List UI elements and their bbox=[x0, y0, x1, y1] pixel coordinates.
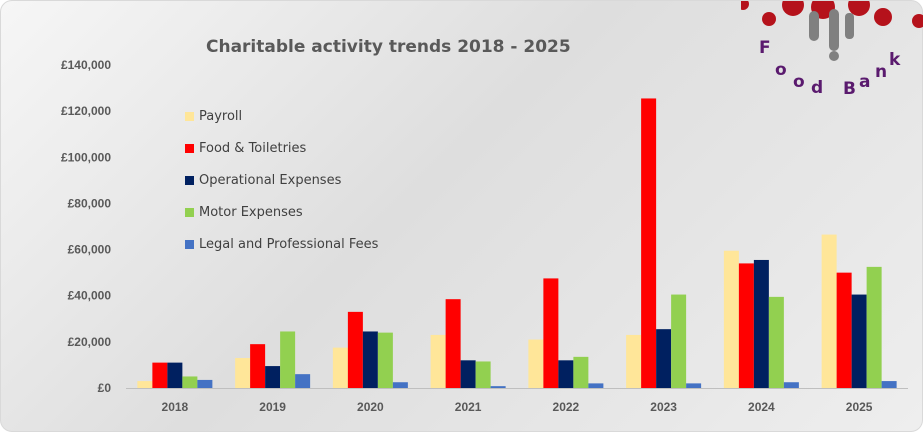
legend-swatch bbox=[185, 207, 194, 217]
x-tick-label: 2022 bbox=[553, 400, 580, 414]
x-tick-label: 2018 bbox=[162, 400, 189, 414]
legend-label: Legal and Professional Fees bbox=[199, 236, 379, 252]
x-tick-label: 2025 bbox=[846, 400, 873, 414]
y-tick-label: £60,000 bbox=[68, 243, 112, 257]
bar-operational-expenses-2020 bbox=[362, 331, 378, 388]
logo-red-dot bbox=[782, 1, 804, 16]
logo-red-dot bbox=[912, 14, 923, 28]
bar-motor-expenses-2023 bbox=[671, 294, 687, 388]
bar-operational-expenses-2022 bbox=[558, 360, 574, 388]
bar-legal-and-professional-fees-2022 bbox=[588, 383, 604, 388]
legend-swatch bbox=[185, 175, 194, 185]
bar-payroll-2024 bbox=[723, 250, 739, 388]
bar-payroll-2020 bbox=[332, 347, 348, 388]
bar-legal-and-professional-fees-2024 bbox=[783, 382, 799, 388]
bar-food-toiletries-2024 bbox=[738, 263, 754, 388]
legend-label: Food & Toiletries bbox=[199, 140, 307, 156]
bar-operational-expenses-2025 bbox=[851, 294, 867, 388]
bar-payroll-2021 bbox=[430, 334, 446, 388]
legend-swatch bbox=[185, 143, 194, 153]
legend-swatch bbox=[185, 111, 194, 121]
logo-red-dot bbox=[762, 12, 776, 26]
bar-food-toiletries-2025 bbox=[836, 272, 852, 388]
legend-item: Payroll bbox=[185, 100, 378, 132]
bar-food-toiletries-2021 bbox=[445, 299, 461, 388]
y-tick-label: £0 bbox=[98, 381, 112, 395]
bar-motor-expenses-2024 bbox=[768, 296, 784, 388]
y-tick-label: £100,000 bbox=[61, 150, 111, 164]
bar-food-toiletries-2020 bbox=[347, 311, 363, 388]
x-tick-label: 2021 bbox=[455, 400, 482, 414]
bar-legal-and-professional-fees-2021 bbox=[490, 386, 506, 388]
bar-operational-expenses-2023 bbox=[656, 329, 672, 388]
y-tick-label: £40,000 bbox=[68, 289, 112, 303]
logo-red-dot bbox=[874, 8, 892, 26]
legend-swatch bbox=[185, 239, 194, 249]
bar-motor-expenses-2018 bbox=[182, 376, 198, 388]
bar-motor-expenses-2020 bbox=[377, 332, 393, 388]
bar-motor-expenses-2022 bbox=[573, 356, 589, 388]
bar-operational-expenses-2019 bbox=[265, 366, 281, 388]
bar-operational-expenses-2021 bbox=[460, 360, 476, 388]
y-tick-label: £80,000 bbox=[68, 196, 112, 210]
bar-payroll-2025 bbox=[821, 234, 837, 388]
bar-legal-and-professional-fees-2020 bbox=[392, 382, 408, 388]
bar-motor-expenses-2021 bbox=[475, 361, 491, 388]
legend-item: Food & Toiletries bbox=[185, 132, 378, 164]
bar-food-toiletries-2023 bbox=[641, 98, 657, 388]
y-axis: £0 £20,000 £40,000 £60,000 £80,000 £100,000 £1… bbox=[61, 58, 908, 395]
logo-red-dot bbox=[848, 1, 870, 16]
logo-red-dot bbox=[741, 1, 749, 10]
x-tick-label: 2019 bbox=[259, 400, 286, 414]
x-tick-label: 2020 bbox=[357, 400, 384, 414]
x-tick-label: 2024 bbox=[748, 400, 775, 414]
bar-motor-expenses-2025 bbox=[866, 266, 882, 388]
legend-label: Payroll bbox=[199, 108, 243, 124]
bar-legal-and-professional-fees-2023 bbox=[686, 383, 702, 388]
bar-legal-and-professional-fees-2025 bbox=[881, 381, 897, 388]
legend-label: Operational Expenses bbox=[199, 172, 342, 188]
bar-payroll-2023 bbox=[626, 334, 642, 388]
bar-payroll-2019 bbox=[235, 358, 251, 388]
legend-item: Legal and Professional Fees bbox=[185, 228, 378, 260]
bar-operational-expenses-2024 bbox=[753, 259, 769, 388]
chart-legend: Payroll Food & Toiletries Operational Expe… bbox=[185, 100, 378, 260]
y-tick-label: £120,000 bbox=[61, 104, 111, 118]
bar-payroll-2022 bbox=[528, 339, 544, 388]
x-tick-label: 2023 bbox=[650, 400, 677, 414]
bars-group bbox=[137, 98, 897, 388]
y-tick-label: £140,000 bbox=[61, 58, 111, 72]
bar-food-toiletries-2018 bbox=[152, 362, 168, 388]
bar-motor-expenses-2019 bbox=[280, 331, 296, 388]
legend-item: Operational Expenses bbox=[185, 164, 378, 196]
x-axis: 2018 2019 2020 2021 2022 2023 2024 2025 bbox=[162, 400, 873, 414]
bar-food-toiletries-2019 bbox=[250, 344, 266, 388]
bar-legal-and-professional-fees-2019 bbox=[295, 374, 311, 388]
bar-operational-expenses-2018 bbox=[167, 362, 183, 388]
bar-legal-and-professional-fees-2018 bbox=[197, 379, 213, 388]
bar-food-toiletries-2022 bbox=[543, 278, 559, 388]
chart-title: Charitable activity trends 2018 - 2025 bbox=[206, 37, 571, 57]
bar-payroll-2018 bbox=[137, 381, 153, 388]
logo-people-icon bbox=[809, 9, 854, 61]
legend-item: Motor Expenses bbox=[185, 196, 378, 228]
legend-label: Motor Expenses bbox=[199, 204, 303, 220]
y-tick-label: £20,000 bbox=[68, 335, 112, 349]
